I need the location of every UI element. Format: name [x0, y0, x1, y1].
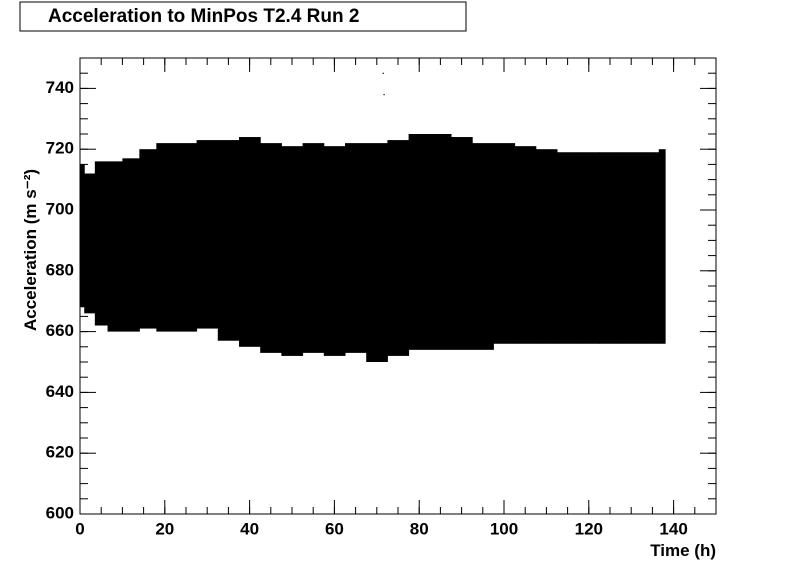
y-tick-label: 640 [46, 382, 74, 401]
title-box [19, 1, 467, 32]
point-cloud-band [217, 140, 240, 341]
point-cloud-band [557, 152, 579, 344]
y-tick-label: 660 [46, 321, 74, 340]
x-tick-label: 60 [325, 519, 344, 538]
y-tick-label: 720 [46, 139, 74, 158]
point-cloud-band [387, 140, 410, 356]
point-cloud-band [599, 152, 622, 344]
point-cloud-band [175, 143, 198, 332]
point-cloud-band [239, 137, 261, 347]
point-cloud-band [196, 140, 219, 329]
x-tick-label: 0 [75, 519, 84, 538]
point-cloud-band [94, 161, 109, 326]
point-cloud-band [658, 149, 666, 344]
y-axis-label: Acceleration (m s⁻²) [21, 169, 40, 331]
point-cloud-band [260, 143, 282, 353]
point-cloud-band [107, 161, 123, 332]
x-tick-label: 20 [155, 519, 174, 538]
point-cloud-band [429, 134, 452, 350]
chart-title: Acceleration to MinPos T2.4 Run 2 [48, 6, 359, 27]
x-tick-label: 40 [240, 519, 259, 538]
point-cloud-band [514, 146, 537, 344]
point-cloud-band [122, 158, 140, 332]
y-tick-label: 620 [46, 443, 74, 462]
point-cloud-band [84, 173, 96, 314]
point-cloud-band [472, 143, 494, 350]
point-cloud-band [493, 143, 516, 344]
point-cloud-band [281, 146, 304, 356]
y-tick-label: 740 [46, 78, 74, 97]
point-cloud-band [620, 152, 643, 344]
x-tick-label: 140 [659, 519, 687, 538]
x-axis-label: Time (h) [650, 541, 716, 560]
y-tick-label: 600 [46, 503, 74, 522]
point-cloud-band [578, 152, 600, 344]
x-tick-label: 80 [410, 519, 429, 538]
point-cloud-band [139, 149, 157, 329]
point-cloud-band [302, 143, 325, 353]
point-cloud-band [641, 152, 660, 344]
x-tick-label: 120 [575, 519, 603, 538]
point-cloud-band [366, 143, 388, 362]
point-cloud-band [408, 134, 431, 350]
outlier-point [382, 72, 384, 74]
point-cloud-band [345, 143, 367, 353]
point-cloud-band [156, 143, 176, 332]
y-tick-label: 680 [46, 260, 74, 279]
point-cloud-band [535, 149, 558, 344]
point-cloud-band [80, 164, 85, 308]
point-cloud-band [451, 137, 473, 350]
point-cloud-band [323, 146, 346, 356]
x-tick-label: 100 [490, 519, 518, 538]
outlier-point [383, 93, 385, 96]
y-tick-label: 700 [46, 199, 74, 218]
